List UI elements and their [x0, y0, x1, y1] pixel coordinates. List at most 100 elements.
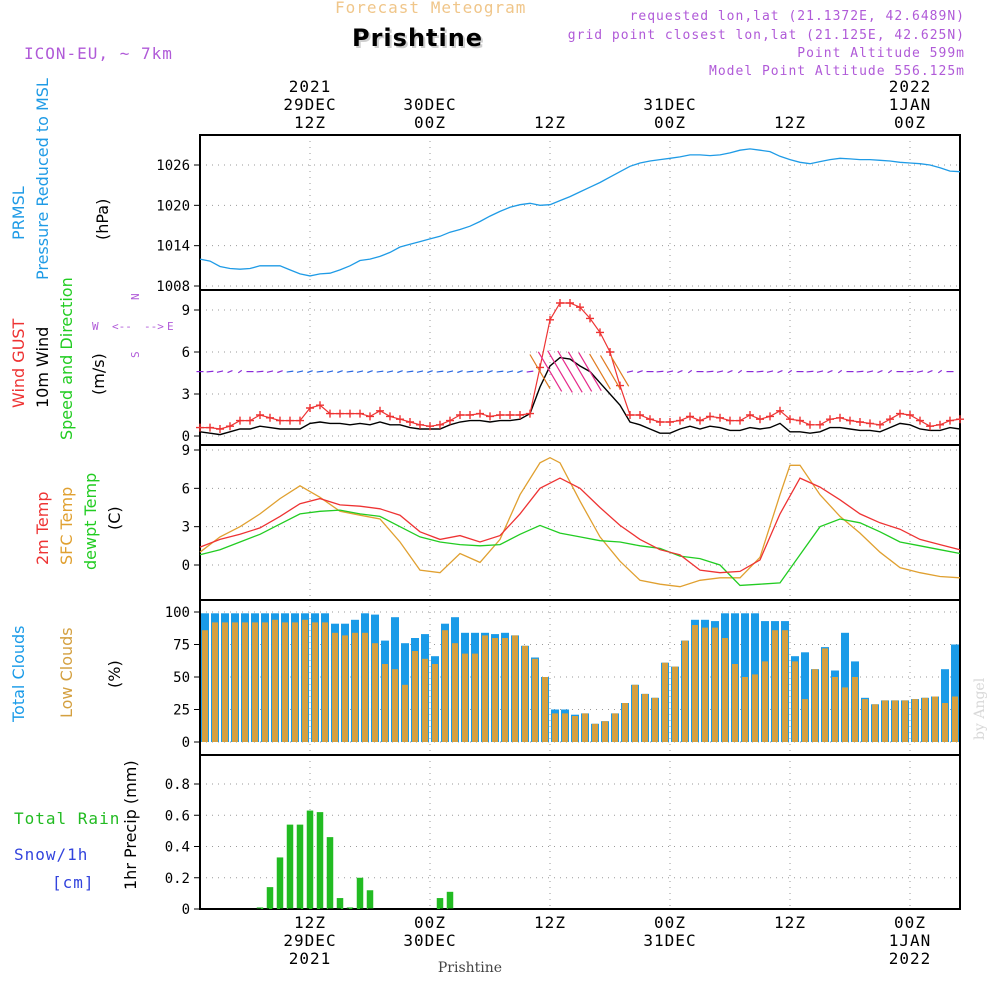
wind-direction-arrow — [727, 370, 733, 374]
wind-direction-arrow — [436, 370, 444, 373]
low-cloud-bar — [432, 664, 438, 742]
pressure-axis-sublabel: Pressure Reduced to MSL — [33, 78, 52, 280]
gust-marker — [956, 415, 964, 424]
low-cloud-bar — [572, 716, 578, 742]
wind-direction-arrow — [777, 370, 783, 374]
wind-direction-arrow — [446, 370, 454, 373]
low-cloud-bar — [542, 677, 548, 742]
point-altitude: Point Altitude 599m — [797, 46, 965, 61]
low-cloud-bar — [682, 640, 688, 742]
top-time-label: 00Z — [654, 113, 686, 132]
low-cloud-bar — [932, 696, 938, 742]
low-cloud-bar — [732, 664, 738, 742]
low-cloud-bar — [322, 622, 328, 742]
compass-east-label: E — [167, 320, 174, 333]
gust-marker — [796, 416, 804, 425]
wind-direction-arrow — [286, 370, 294, 373]
top-time-label: 12Z — [294, 113, 326, 132]
wind-direction-arrow — [316, 370, 324, 373]
gust-marker — [596, 328, 604, 337]
wind-speed-direction-label: Speed and Direction — [57, 277, 76, 440]
gust-marker — [776, 406, 784, 415]
gust-marker — [686, 412, 694, 421]
wind-direction-arrow — [837, 369, 843, 374]
gust-marker — [746, 411, 754, 419]
low-clouds-axis-label: Low Clouds — [57, 627, 76, 718]
top-time-label: 00Z — [894, 113, 926, 132]
gust-marker — [426, 422, 434, 431]
low-cloud-bar — [592, 723, 598, 742]
temp-unit-label: (C) — [105, 506, 124, 530]
gust-marker — [856, 418, 864, 426]
gust-marker — [636, 411, 644, 419]
gust-marker — [826, 415, 834, 424]
low-cloud-bar — [232, 622, 238, 742]
bottom-time-label: 12Z — [534, 913, 566, 932]
wind-direction-arrow — [506, 370, 514, 373]
compass-west-arrow: <-- — [112, 320, 132, 333]
y-tick-label: 0 — [182, 558, 190, 574]
wind-10m-axis-label: 10m Wind — [33, 327, 52, 408]
low-cloud-bar — [342, 635, 348, 742]
gust-marker — [406, 418, 414, 426]
temp-2m-line — [199, 477, 961, 574]
gust-marker — [196, 423, 204, 432]
gust-marker — [866, 419, 874, 428]
rain-bar — [306, 810, 314, 909]
bottom-time-label: 00Z — [654, 913, 686, 932]
wind-direction-arrow — [537, 351, 563, 392]
wind-direction-arrow — [476, 370, 484, 373]
gust-marker — [586, 314, 594, 323]
y-tick-label: 1026 — [156, 158, 190, 174]
low-cloud-bar — [502, 638, 508, 742]
low-cloud-bar — [562, 713, 568, 742]
gust-marker — [236, 416, 244, 425]
wind-direction-arrow — [599, 355, 621, 389]
low-cloud-bar — [382, 664, 388, 742]
wind-direction-arrow — [687, 369, 693, 374]
watermark: by Angel — [972, 677, 988, 740]
rain-bar — [316, 812, 324, 909]
wind-direction-arrow — [906, 370, 914, 373]
low-cloud-bar — [862, 699, 868, 742]
wind-direction-arrow — [887, 369, 893, 374]
rain-bar — [326, 837, 334, 909]
gust-marker — [716, 413, 724, 422]
low-cloud-bar — [772, 630, 778, 742]
gust-marker — [306, 404, 314, 412]
low-cloud-bar — [702, 627, 708, 742]
panel-frame-precip — [199, 754, 961, 910]
low-cloud-bar — [372, 643, 378, 742]
low-cloud-bar — [882, 700, 888, 742]
total-clouds-axis-label: Total Clouds — [9, 626, 28, 724]
wind-direction-arrow — [496, 370, 504, 373]
compass-north-label: N — [129, 293, 142, 300]
gust-marker — [286, 416, 294, 425]
bottom-time-label: 2021 — [289, 949, 332, 968]
wind-direction-arrow — [526, 370, 534, 373]
wind-direction-arrow — [937, 369, 943, 374]
wind-direction-arrow — [866, 370, 874, 373]
bottom-time-label: 31DEC — [643, 931, 696, 950]
low-cloud-bar — [642, 693, 648, 742]
bottom-time-label: 30DEC — [403, 931, 456, 950]
pressure-line — [199, 148, 961, 277]
rain-legend-label: Total Rain — [14, 809, 120, 828]
low-cloud-bar — [272, 619, 278, 742]
wind-direction-arrow — [457, 370, 463, 374]
dewpt-temp-line — [199, 509, 961, 587]
clouds-unit-label: (%) — [105, 660, 124, 688]
total-cloud-bar — [951, 644, 959, 742]
low-cloud-bar — [442, 630, 448, 742]
gust-marker — [366, 412, 374, 421]
rain-bar — [296, 824, 304, 909]
pressure-unit-label: (hPa) — [93, 199, 112, 240]
total-cloud-bar — [801, 652, 809, 742]
gust-marker — [516, 411, 524, 419]
low-cloud-bar — [902, 700, 908, 742]
gust-marker — [766, 412, 774, 421]
gust-marker — [816, 420, 824, 429]
wind-direction-arrow — [827, 370, 833, 374]
y-tick-label: 6 — [182, 345, 190, 361]
gust-marker — [266, 413, 274, 422]
